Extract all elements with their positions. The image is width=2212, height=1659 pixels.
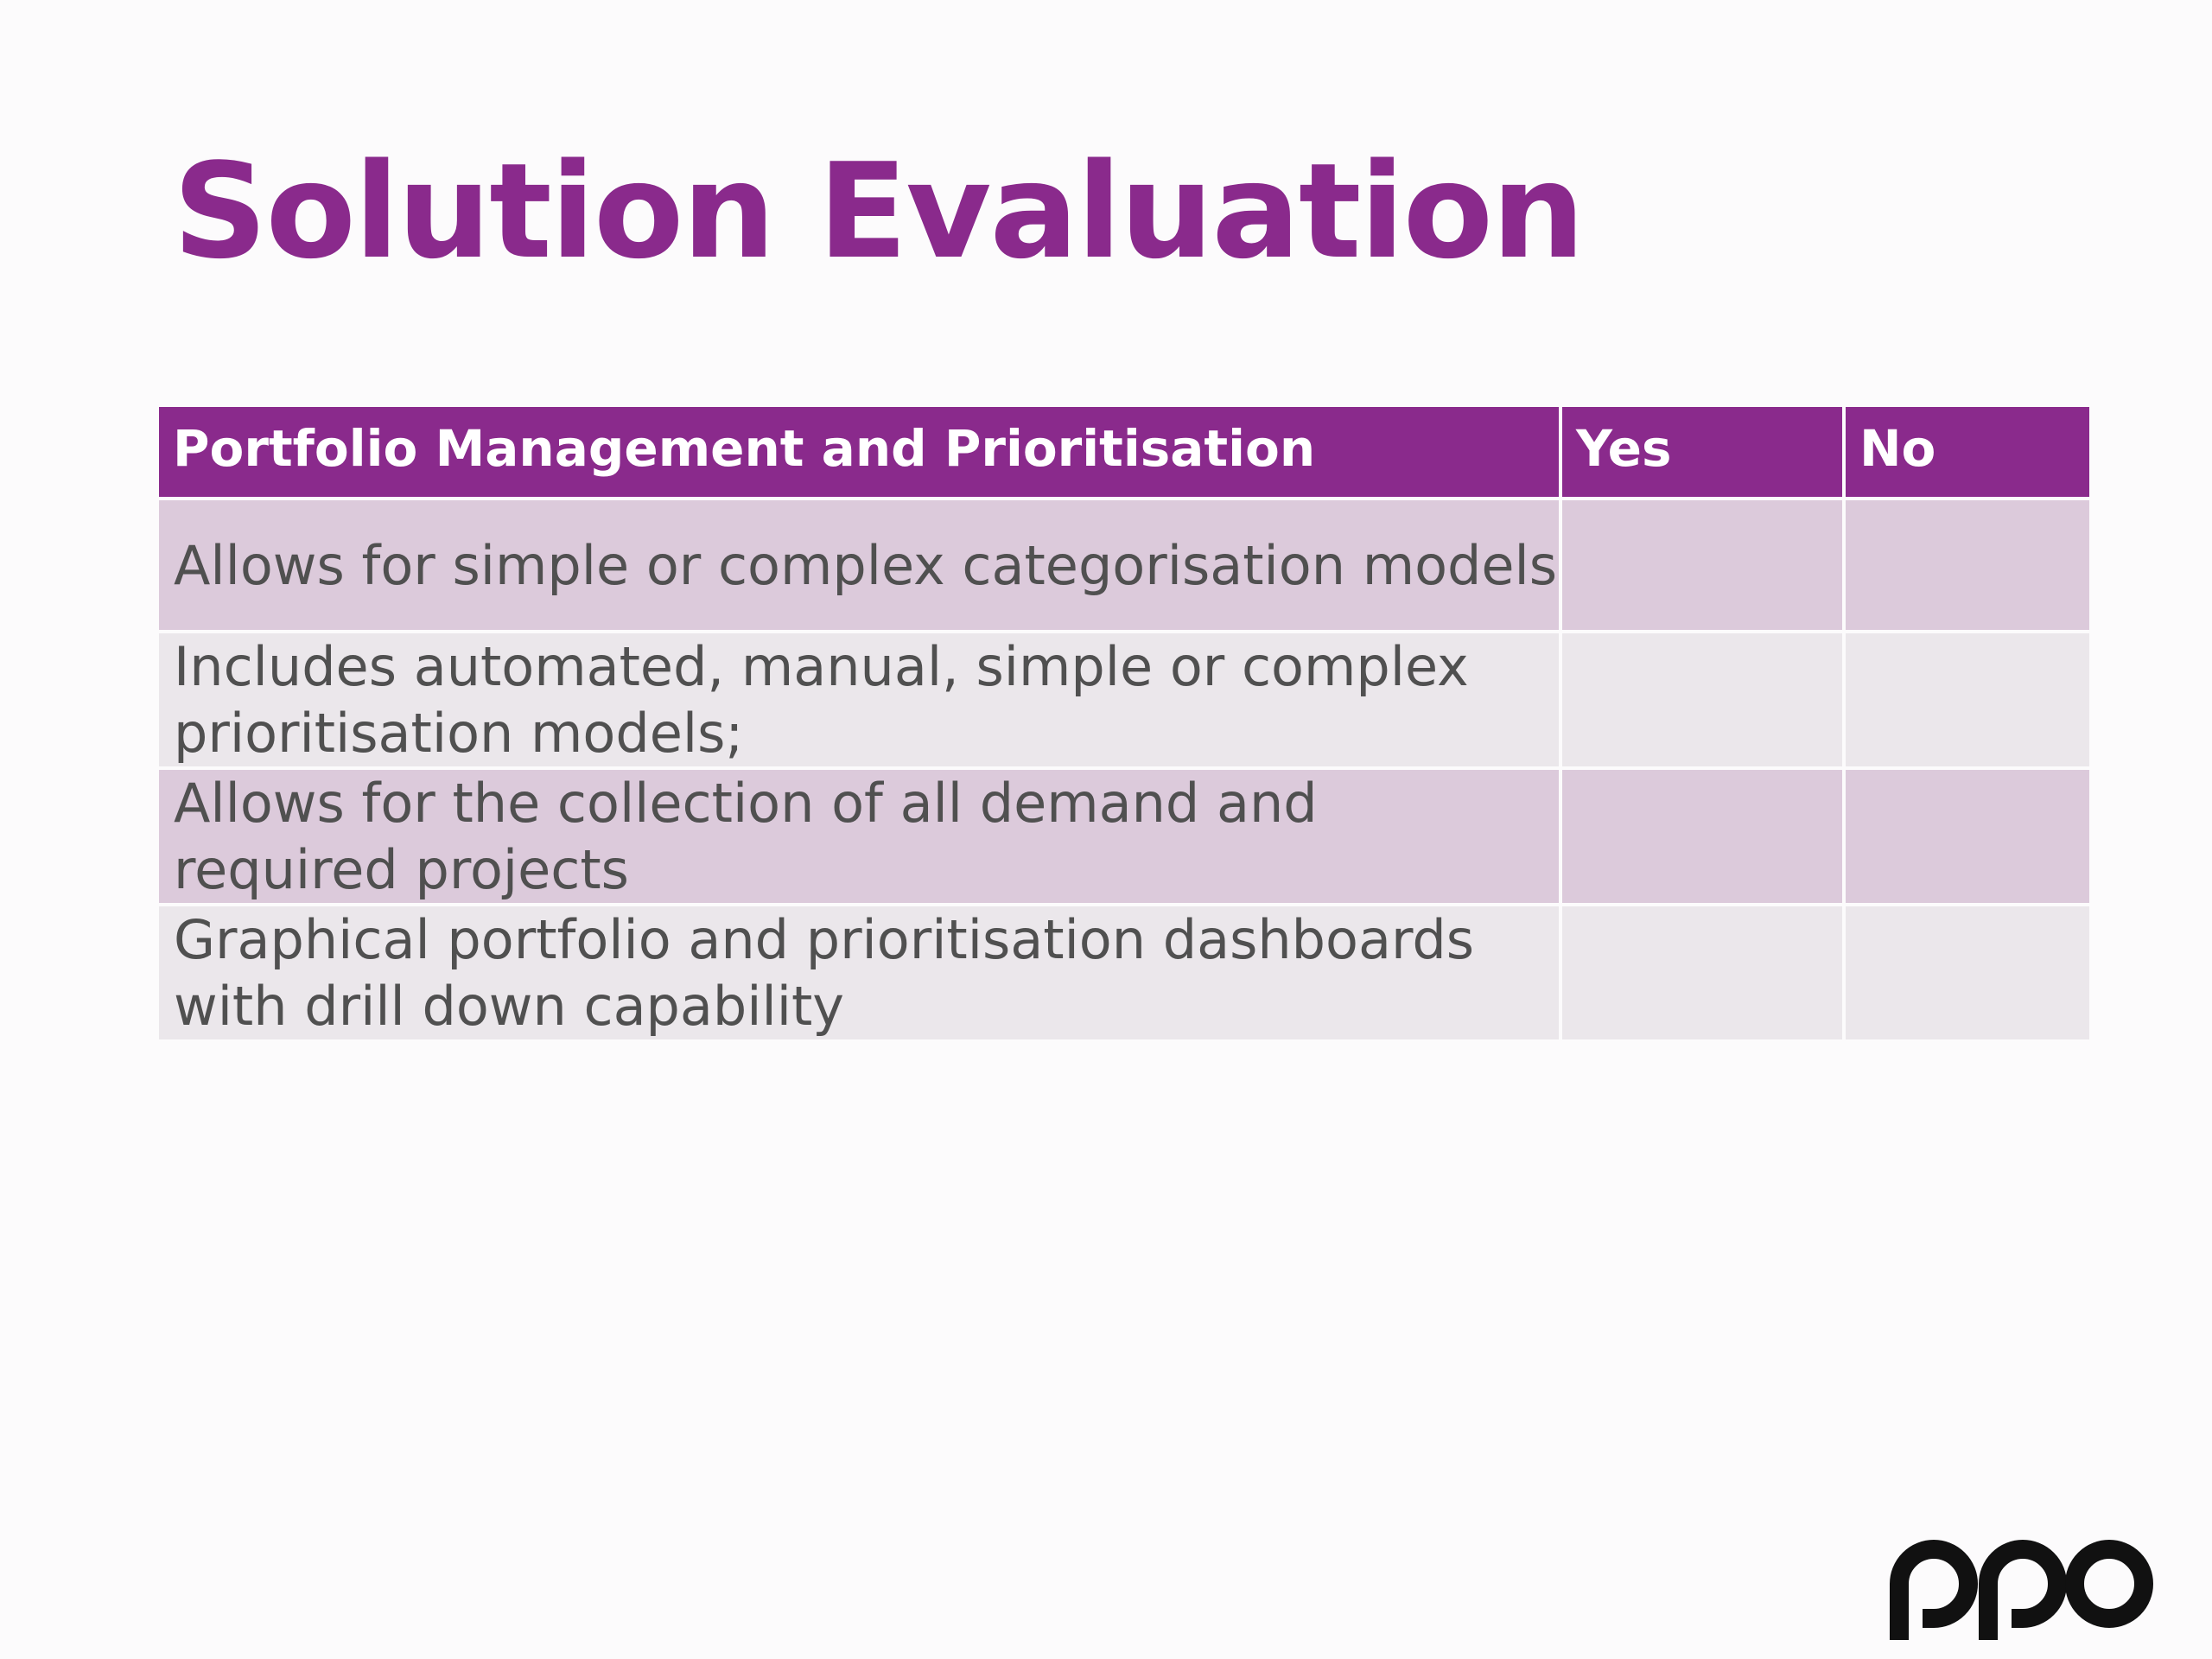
ppo-logo-icon	[1890, 1540, 2153, 1640]
column-header-no: No	[1846, 407, 2089, 497]
criterion-cell: Graphical portfolio and prioritisation d…	[159, 906, 1559, 1039]
no-cell[interactable]	[1846, 500, 2089, 630]
table-row: Allows for the collection of all demand …	[159, 770, 2089, 903]
yes-cell[interactable]	[1562, 500, 1842, 630]
criterion-cell: Allows for simple or complex categorisat…	[159, 500, 1559, 630]
criterion-cell: Includes automated, manual, simple or co…	[159, 633, 1559, 766]
table-row: Allows for simple or complex categorisat…	[159, 500, 2089, 630]
yes-cell[interactable]	[1562, 906, 1842, 1039]
yes-cell[interactable]	[1562, 770, 1842, 903]
no-cell[interactable]	[1846, 633, 2089, 766]
no-cell[interactable]	[1846, 770, 2089, 903]
column-header-criteria: Portfolio Management and Prioritisation	[159, 407, 1559, 497]
yes-cell[interactable]	[1562, 633, 1842, 766]
table-row: Graphical portfolio and prioritisation d…	[159, 906, 2089, 1039]
column-header-yes: Yes	[1562, 407, 1842, 497]
evaluation-table: Portfolio Management and Prioritisation …	[156, 404, 2093, 1043]
criterion-cell: Allows for the collection of all demand …	[159, 770, 1559, 903]
table-header-row: Portfolio Management and Prioritisation …	[159, 407, 2089, 497]
table-row: Includes automated, manual, simple or co…	[159, 633, 2089, 766]
no-cell[interactable]	[1846, 906, 2089, 1039]
slide-title: Solution Evaluation	[173, 135, 1585, 288]
